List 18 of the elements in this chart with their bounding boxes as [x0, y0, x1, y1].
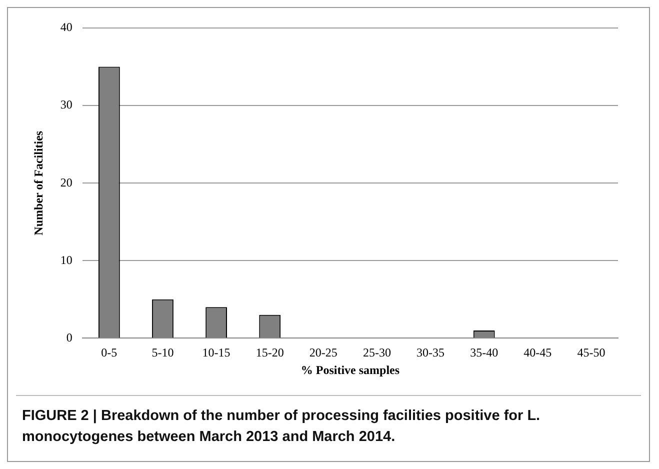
y-tick-label: 0	[66, 330, 72, 344]
x-tick-label: 15-20	[256, 346, 284, 360]
x-tick-label: 40-45	[524, 346, 552, 360]
y-tick-label: 40	[60, 20, 72, 34]
y-tick-label: 30	[60, 98, 72, 112]
x-axis-title: % Positive samples	[300, 362, 400, 377]
x-tick-label: 25-30	[362, 346, 391, 360]
y-tick-label: 10	[60, 252, 72, 267]
x-tick-label: 0-5	[101, 346, 118, 360]
caption: FIGURE 2 | Breakdown of the number of processing facilities positive for L. monocytogenes between March 2013 and March 2014.	[22, 407, 542, 447]
x-tick-label: 45-50	[577, 346, 606, 360]
x-tick-label: 5-10	[152, 346, 174, 360]
x-tick-label: 35-40	[470, 346, 498, 360]
y-axis-title: Number of Facilities	[31, 130, 46, 236]
x-tick-label: 30-35	[416, 346, 445, 360]
x-tick-label: 10-15	[202, 346, 230, 360]
x-tick-label: 20-25	[309, 346, 338, 360]
y-tick-label: 20	[60, 175, 72, 190]
